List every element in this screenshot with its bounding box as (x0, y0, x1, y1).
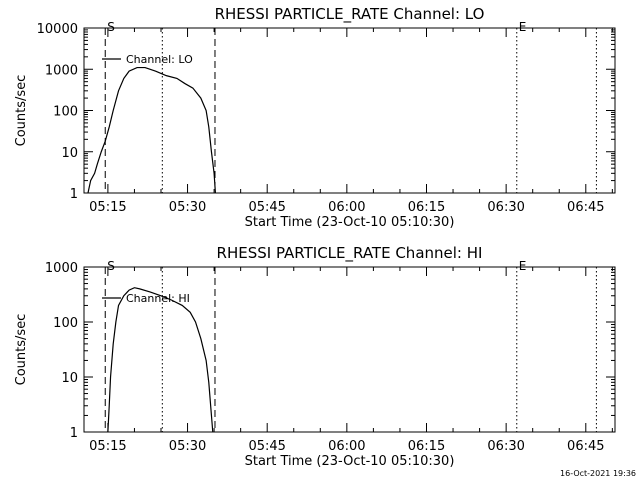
series-line (107, 287, 214, 433)
marker-label: E (519, 20, 527, 34)
x-tick-label: 06:00 (328, 439, 365, 454)
plot-frame (83, 266, 616, 433)
marker-label: E (519, 259, 527, 273)
y-tick-label: 1000 (45, 63, 78, 78)
x-tick-label: 06:15 (408, 439, 445, 454)
x-tick-label: 06:00 (328, 200, 365, 215)
x-tick-label: 05:45 (248, 439, 285, 454)
x-tick-label: 05:30 (169, 439, 206, 454)
x-tick-label: 06:30 (487, 439, 524, 454)
x-tick-label: 06:45 (567, 200, 604, 215)
footer-timestamp: 16-Oct-2021 19:36 (560, 469, 636, 478)
y-tick-label: 10000 (37, 22, 78, 37)
x-tick-label: 06:45 (567, 439, 604, 454)
x-tick-label: 05:30 (169, 200, 206, 215)
chart-panel-0: RHESSI PARTICLE_RATE Channel: LO 05:15 05:… (14, 5, 616, 230)
x-axis-label: Start Time (23-Oct-10 05:10:30) (245, 215, 455, 230)
marker-label: S (107, 20, 115, 34)
series-line (87, 66, 217, 194)
y-axis-label: Counts/sec (14, 314, 29, 386)
y-tick-label: 1 (70, 187, 78, 202)
x-tick-label: 05:45 (248, 200, 285, 215)
legend-label: Channel: LO (126, 53, 193, 66)
y-tick-label: 1000 (45, 261, 78, 276)
y-tick-label: 100 (53, 105, 78, 120)
chart-title: RHESSI PARTICLE_RATE Channel: LO (215, 5, 485, 24)
legend-label: Channel: HI (126, 292, 190, 305)
y-axis-label: Counts/sec (14, 75, 29, 147)
marker-label: S (107, 259, 115, 273)
y-tick-label: 10 (61, 371, 78, 386)
y-tick-label: 100 (53, 316, 78, 331)
x-tick-label: 06:15 (408, 200, 445, 215)
chart-title: RHESSI PARTICLE_RATE Channel: HI (217, 244, 483, 263)
x-axis-label: Start Time (23-Oct-10 05:10:30) (245, 454, 455, 469)
x-tick-label: 05:15 (89, 439, 126, 454)
y-tick-label: 1 (70, 426, 78, 441)
y-tick-label: 10 (61, 146, 78, 161)
x-tick-label: 05:15 (89, 200, 126, 215)
x-tick-label: 06:30 (487, 200, 524, 215)
chart-panel-1: RHESSI PARTICLE_RATE Channel: HI 05:15 05:… (14, 244, 616, 469)
